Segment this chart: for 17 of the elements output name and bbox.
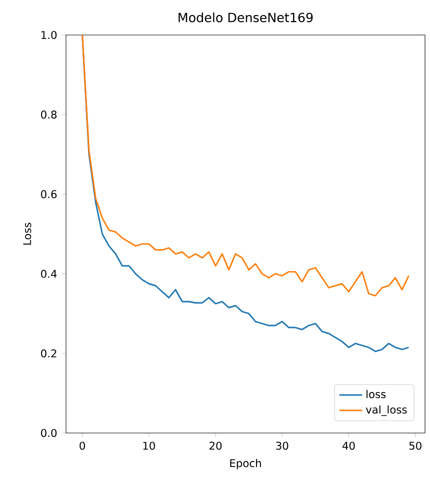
x-tick-label: 10 — [143, 442, 156, 450]
y-tick-label: 0.0 — [41, 428, 57, 438]
x-tick-label: 50 — [409, 442, 422, 450]
y-tick-label: 0.8 — [41, 110, 57, 119]
chart-title: Modelo DenseNet169 — [178, 12, 313, 22]
y-tick-label: 0.4 — [41, 270, 57, 278]
x-axis-title: Epoch — [230, 458, 261, 470]
legend-label: val_loss — [366, 405, 407, 416]
y-axis-title: Loss — [23, 222, 32, 245]
legend-label: loss — [366, 390, 386, 398]
y-tick-label: 0.2 — [41, 349, 56, 358]
x-tick-label: 40 — [342, 442, 355, 450]
x-tick-label: 0 — [80, 442, 86, 450]
y-tick-label: 1.0 — [41, 30, 57, 40]
x-tick-label: 20 — [210, 442, 222, 450]
x-tick-label: 30 — [276, 442, 288, 450]
y-tick-label: 0.6 — [41, 190, 57, 198]
